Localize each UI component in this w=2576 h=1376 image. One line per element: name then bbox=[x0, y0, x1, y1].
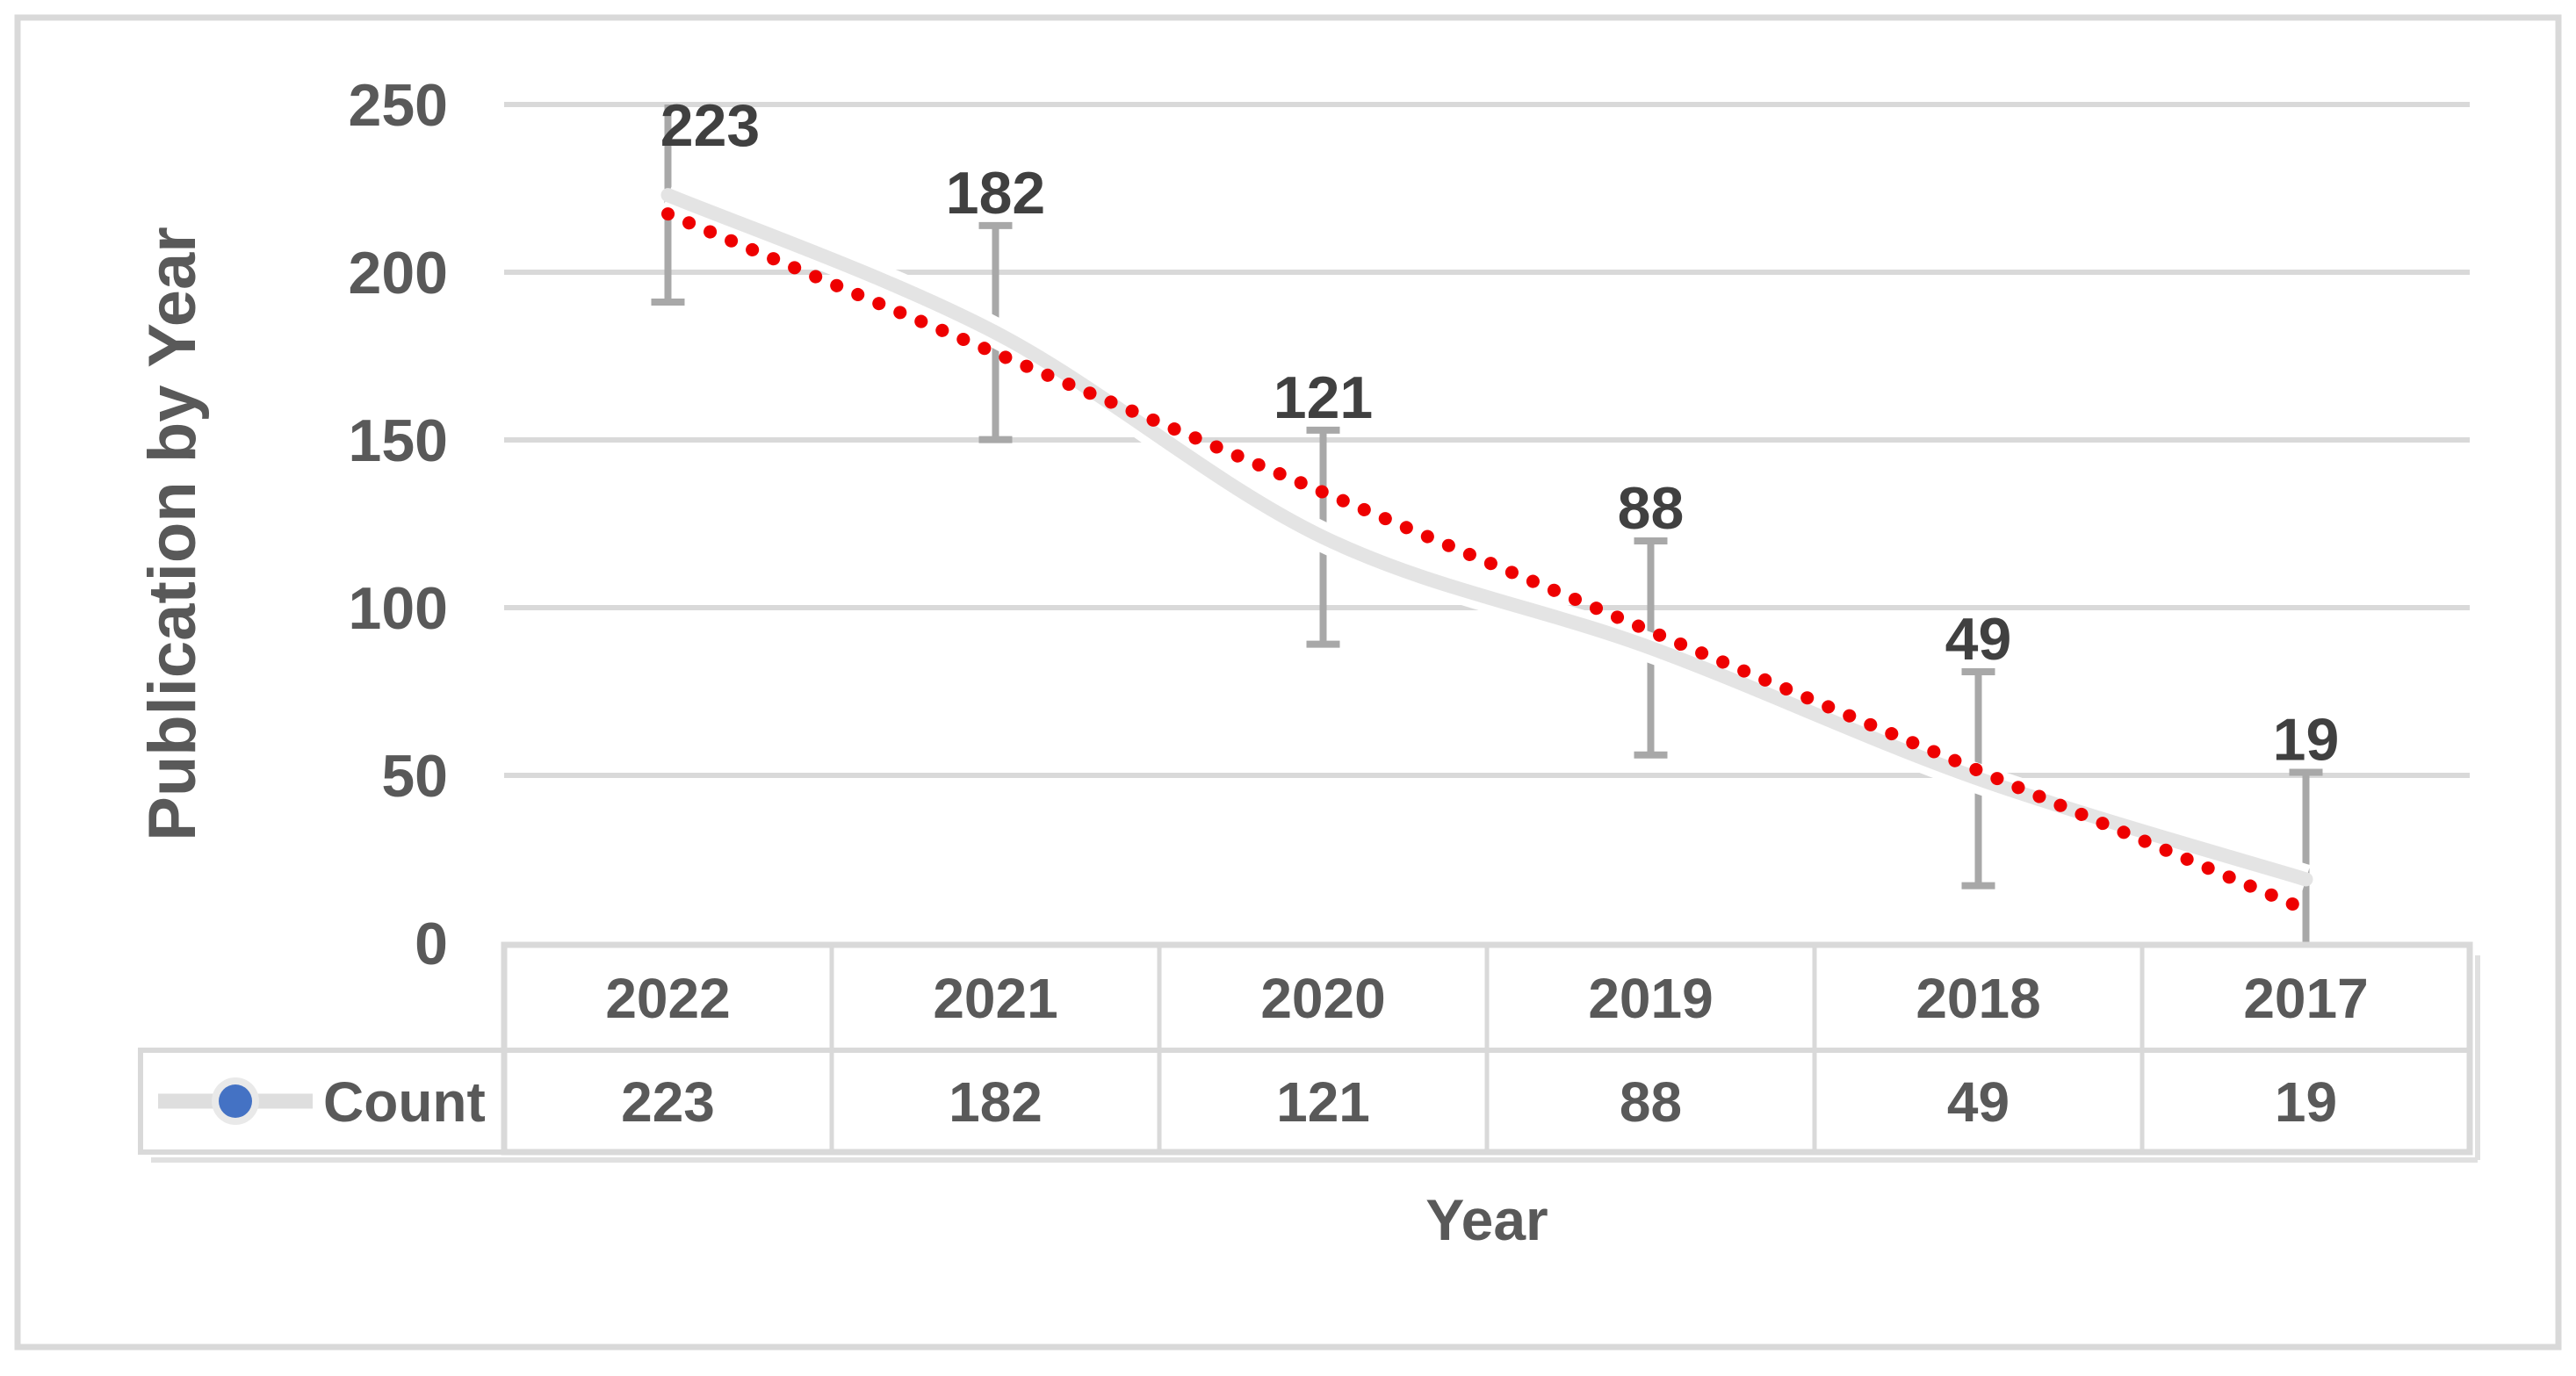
y-tick-50: 50 bbox=[381, 743, 448, 810]
y-tick-100: 100 bbox=[349, 575, 448, 642]
trendline-dots bbox=[661, 207, 2313, 917]
count-value-2019: 88 bbox=[1620, 1070, 1682, 1134]
y-axis-title: Publication by Year bbox=[135, 227, 210, 841]
data-label-2022: 223 bbox=[660, 92, 760, 159]
linear-trendline bbox=[661, 207, 2313, 917]
data-label-2019: 88 bbox=[1618, 475, 1685, 542]
data-label-2018: 49 bbox=[1945, 606, 2012, 673]
year-header-2017: 2017 bbox=[2243, 967, 2368, 1030]
y-tick-150: 150 bbox=[349, 407, 448, 474]
count-value-2021: 182 bbox=[949, 1070, 1043, 1134]
data-label-2017: 19 bbox=[2273, 707, 2340, 774]
count-value-2020: 121 bbox=[1276, 1070, 1370, 1134]
year-header-2020: 2020 bbox=[1260, 967, 1385, 1030]
legend-marker bbox=[219, 1084, 252, 1118]
y-tick-200: 200 bbox=[349, 240, 448, 306]
year-header-2018: 2018 bbox=[1916, 967, 2040, 1030]
count-value-2017: 19 bbox=[2275, 1070, 2337, 1134]
year-header-2021: 2021 bbox=[933, 967, 1057, 1030]
legend bbox=[158, 1077, 313, 1125]
data-label-2020: 121 bbox=[1274, 364, 1373, 431]
year-header-2022: 2022 bbox=[605, 967, 730, 1030]
count-value-2022: 223 bbox=[621, 1070, 715, 1134]
legend-label: Count bbox=[323, 1070, 486, 1134]
y-axis-ticks: 0 50 100 150 200 250 bbox=[349, 72, 448, 977]
x-axis-title: Year bbox=[1425, 1187, 1548, 1252]
y-tick-250: 250 bbox=[349, 72, 448, 139]
gridlines bbox=[504, 102, 2470, 778]
y-tick-0: 0 bbox=[415, 911, 448, 977]
data-table: 2022 2021 2020 2019 2018 2017 223 182 121 88 49 19 bbox=[138, 941, 2480, 1163]
count-value-2018: 49 bbox=[1947, 1070, 2010, 1134]
data-labels: 223 182 121 88 49 19 bbox=[660, 92, 2340, 774]
year-header-2019: 2019 bbox=[1588, 967, 1713, 1030]
chart-outer-frame bbox=[14, 14, 2562, 1351]
data-label-2021: 182 bbox=[946, 160, 1045, 227]
